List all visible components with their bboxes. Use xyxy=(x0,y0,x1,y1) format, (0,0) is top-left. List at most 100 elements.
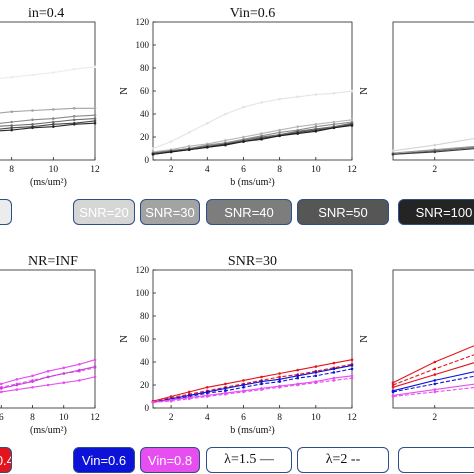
legend-vin-item-4: λ=1.5 — xyxy=(206,447,292,473)
data-point xyxy=(72,107,76,110)
series-line-4 xyxy=(152,368,353,403)
data-point xyxy=(296,376,300,380)
data-point xyxy=(314,125,318,128)
data-point xyxy=(260,380,263,383)
data-point xyxy=(433,390,437,394)
data-point xyxy=(10,120,13,124)
data-point xyxy=(332,361,336,365)
data-point xyxy=(391,386,395,389)
data-point xyxy=(242,140,245,143)
data-point xyxy=(260,138,263,141)
series-line-2 xyxy=(152,119,353,153)
y-axis-label: N xyxy=(119,335,130,343)
data-point xyxy=(62,381,66,385)
data-point xyxy=(15,383,19,387)
x-tick-label: 6 xyxy=(0,413,4,423)
data-point xyxy=(296,132,300,135)
data-point xyxy=(52,125,55,128)
data-point xyxy=(10,110,13,113)
series-line-2 xyxy=(152,363,353,403)
y-tick-label: 20 xyxy=(140,132,150,142)
x-tick-label: 2 xyxy=(432,413,437,423)
series-line-1 xyxy=(392,345,474,384)
data-point xyxy=(93,113,97,117)
legend-vin-item-1: in=0.4 xyxy=(0,447,12,473)
data-point xyxy=(31,380,34,383)
data-point xyxy=(169,150,173,154)
data-point xyxy=(350,376,354,380)
data-point xyxy=(52,71,55,74)
data-point xyxy=(332,92,336,95)
y-axis-label: N xyxy=(359,335,370,343)
data-point xyxy=(206,391,209,395)
legend-snr-item-4: SNR=40 xyxy=(206,199,292,225)
data-point xyxy=(46,375,50,379)
series-line-3 xyxy=(152,121,353,154)
data-point xyxy=(15,388,19,391)
x-tick-label: 10 xyxy=(311,165,321,175)
legend-vin-item-5: λ=2 -- xyxy=(297,447,389,473)
data-point xyxy=(350,367,354,371)
x-tick-label: 2 xyxy=(432,165,437,175)
data-point xyxy=(278,134,281,138)
chart-title: NR=INF xyxy=(28,254,78,269)
data-point xyxy=(93,365,97,368)
axes-frame xyxy=(392,21,474,161)
data-point xyxy=(332,376,336,380)
data-point xyxy=(314,374,318,378)
data-point xyxy=(433,373,437,376)
data-point xyxy=(296,125,300,128)
axes-frame xyxy=(0,21,96,161)
legend-vin-item-3: Vin=0.8 xyxy=(140,447,200,473)
data-point xyxy=(278,375,281,379)
y-tick-label: 40 xyxy=(140,357,150,367)
data-point xyxy=(314,365,318,368)
data-point xyxy=(93,107,97,110)
data-point xyxy=(72,118,76,122)
data-point xyxy=(314,130,318,133)
data-point xyxy=(31,374,34,378)
x-tick-label: 10 xyxy=(311,413,321,423)
data-point xyxy=(332,120,336,124)
data-point xyxy=(278,372,281,375)
series-line-3 xyxy=(152,364,353,403)
data-point xyxy=(391,149,395,153)
data-point xyxy=(151,147,155,150)
data-point xyxy=(206,395,209,398)
data-point xyxy=(296,95,300,99)
data-point xyxy=(433,379,437,382)
data-point xyxy=(296,383,300,387)
x-tick-label: 10 xyxy=(59,413,69,423)
y-tick-label: 60 xyxy=(140,86,150,96)
legend-snr-item-5: SNR=50 xyxy=(297,199,389,225)
data-point xyxy=(350,358,354,362)
data-point xyxy=(72,67,76,71)
chart-title: Vin=0.6 xyxy=(230,6,276,21)
data-point xyxy=(242,390,245,394)
data-point xyxy=(224,392,227,396)
chart-title: SNR=30 xyxy=(228,254,277,269)
data-point xyxy=(433,150,437,154)
data-point xyxy=(206,386,209,389)
data-point xyxy=(224,139,227,142)
data-point xyxy=(78,363,81,366)
chart-panel-1: 8 10 12 in=0.4 (ms/um²) xyxy=(0,6,100,188)
data-point xyxy=(332,371,336,374)
data-point xyxy=(52,120,55,124)
axes-frame xyxy=(0,269,96,409)
data-point xyxy=(187,390,191,394)
data-point xyxy=(31,118,34,122)
data-point xyxy=(278,128,281,132)
data-point xyxy=(242,386,245,389)
x-tick-label: 10 xyxy=(49,165,59,175)
data-point xyxy=(46,383,50,387)
data-point xyxy=(296,368,300,372)
data-point xyxy=(206,121,209,125)
x-tick-label: 12 xyxy=(347,165,357,175)
series-line-1 xyxy=(0,66,96,80)
legend-snr-item-1 xyxy=(0,199,12,225)
chart-panel-4: 6 8 10 12 NR=INF (ms/um²) xyxy=(0,254,100,436)
y-axis-label: N xyxy=(359,87,370,95)
data-point xyxy=(93,65,97,69)
data-point xyxy=(0,390,3,394)
